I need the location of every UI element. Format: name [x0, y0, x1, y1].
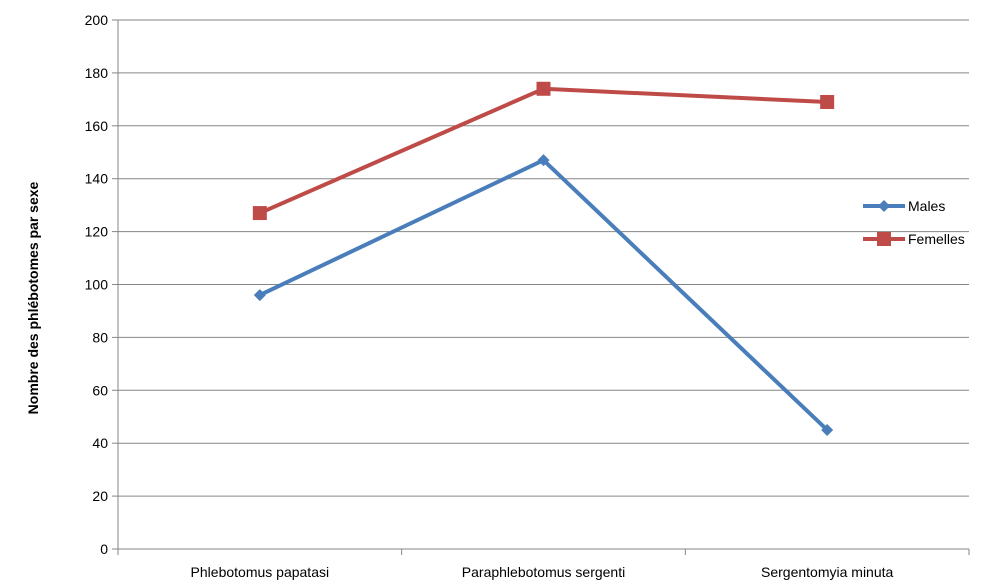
y-tick-label: 40: [92, 435, 108, 451]
y-tick-label: 200: [85, 12, 109, 28]
x-tick-label: Phlebotomus papatasi: [191, 564, 330, 580]
y-tick-labels: 0 20 40 60 80 100 120 140 160 180 200: [85, 12, 109, 557]
y-tick-label: 100: [85, 277, 109, 293]
legend-item: Femelles: [863, 231, 965, 247]
data-point: [253, 289, 266, 302]
y-axis-label: Nombre des phlébotomes par sexe: [25, 181, 41, 414]
y-tick-label: 160: [85, 118, 109, 134]
legend: Males Femelles: [863, 198, 965, 247]
legend-marker: [877, 232, 891, 246]
data-point: [536, 81, 551, 96]
x-tick-labels: Phlebotomus papatasi Paraphlebotomus serg…: [191, 564, 894, 580]
data-point: [252, 206, 267, 221]
legend-label: Males: [908, 198, 945, 214]
series-group: [252, 81, 835, 436]
series-males: [253, 154, 834, 436]
axes: [112, 19, 970, 555]
y-tick-label: 60: [92, 382, 108, 398]
x-tick-label: Paraphlebotomus sergenti: [462, 564, 625, 580]
legend-marker: [878, 200, 890, 212]
legend-label: Femelles: [908, 231, 965, 247]
legend-item: Males: [863, 198, 945, 214]
x-tick-label: Sergentomyia minuta: [761, 564, 894, 580]
data-point: [821, 423, 834, 436]
y-tick-label: 20: [92, 488, 108, 504]
series-line: [259, 86, 828, 215]
series-line: [258, 158, 829, 432]
y-tick-label: 140: [85, 171, 109, 187]
y-tick-label: 120: [85, 224, 109, 240]
y-tick-label: 80: [92, 329, 108, 345]
data-point: [820, 94, 835, 109]
y-tick-label: 0: [100, 541, 108, 557]
series-femelles: [252, 81, 835, 221]
data-point: [537, 154, 550, 167]
y-tick-label: 180: [85, 65, 109, 81]
gridlines: [118, 19, 969, 497]
